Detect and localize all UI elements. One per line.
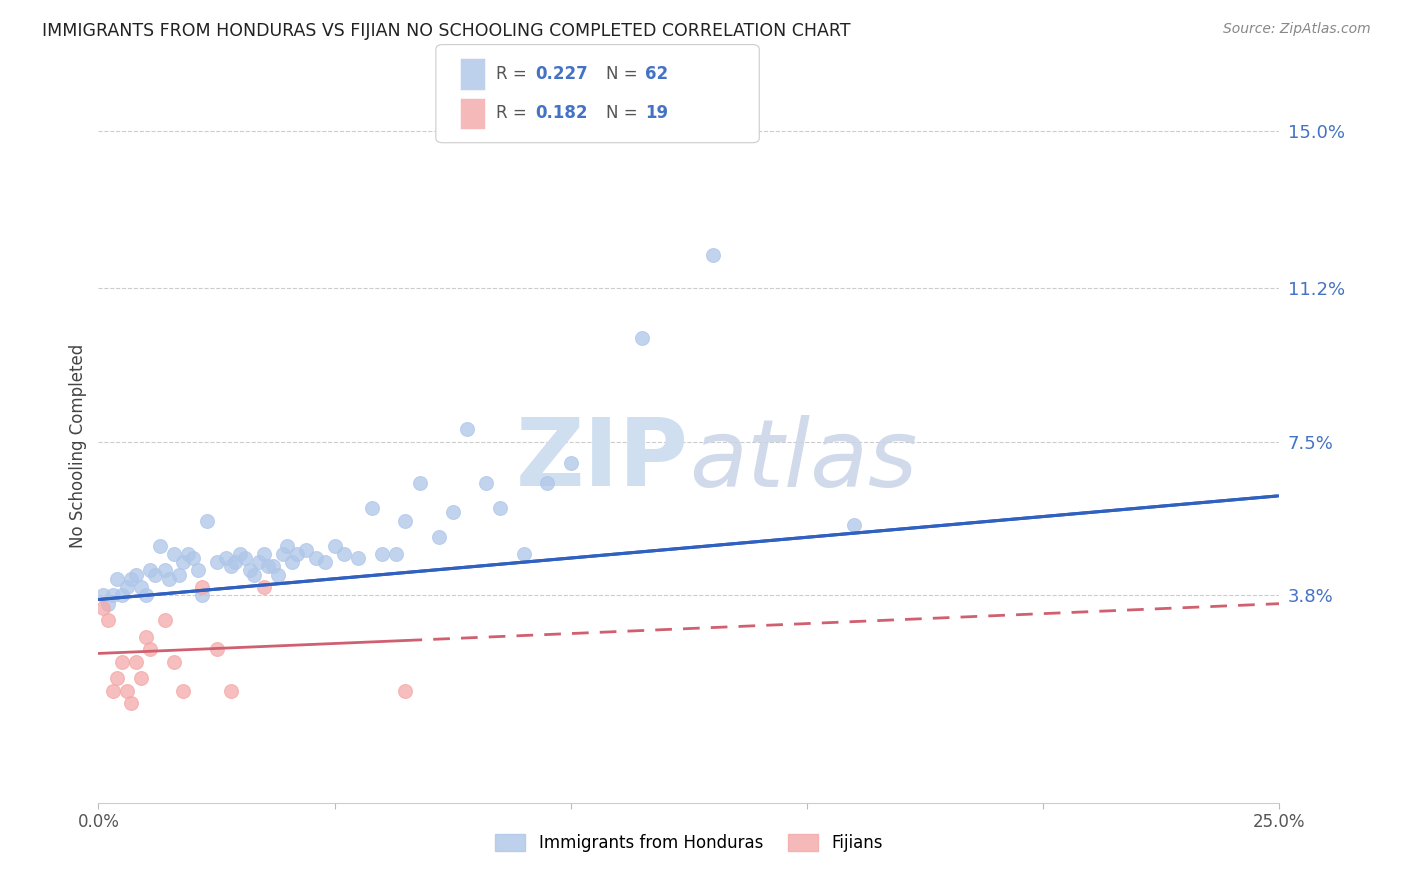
Point <box>441 505 464 519</box>
Point <box>475 476 498 491</box>
Point <box>139 642 162 657</box>
Text: 0.182: 0.182 <box>536 104 588 122</box>
Point <box>195 514 218 528</box>
Point <box>91 588 114 602</box>
Point <box>347 551 370 566</box>
Point <box>371 547 394 561</box>
Point <box>157 572 180 586</box>
Text: 19: 19 <box>645 104 668 122</box>
Text: N =: N = <box>606 65 643 83</box>
Point <box>101 588 124 602</box>
Point <box>281 555 304 569</box>
Point <box>224 555 246 569</box>
Text: ZIP: ZIP <box>516 414 689 507</box>
Point <box>149 539 172 553</box>
Point <box>239 564 262 578</box>
Y-axis label: No Schooling Completed: No Schooling Completed <box>69 344 87 548</box>
Point <box>219 559 242 574</box>
Point <box>276 539 298 553</box>
Point <box>233 551 256 566</box>
Point <box>115 580 138 594</box>
Point <box>394 514 416 528</box>
Point <box>115 683 138 698</box>
Point <box>295 542 318 557</box>
Point <box>262 559 284 574</box>
Point <box>323 539 346 553</box>
Point <box>361 501 384 516</box>
Point <box>243 567 266 582</box>
Text: Source: ZipAtlas.com: Source: ZipAtlas.com <box>1223 22 1371 37</box>
Point <box>139 564 162 578</box>
Point <box>285 547 308 561</box>
Point <box>305 551 328 566</box>
Text: 0.227: 0.227 <box>536 65 589 83</box>
Point <box>91 600 114 615</box>
Point <box>333 547 356 561</box>
Point <box>121 572 143 586</box>
Point <box>153 613 176 627</box>
Point <box>702 248 724 262</box>
Point <box>105 671 128 685</box>
Point <box>536 476 558 491</box>
Point <box>191 580 214 594</box>
Text: R =: R = <box>496 104 533 122</box>
Point <box>111 655 134 669</box>
Point <box>111 588 134 602</box>
Point <box>489 501 512 516</box>
Point <box>247 555 270 569</box>
Point <box>512 547 534 561</box>
Point <box>135 588 157 602</box>
Point <box>163 547 186 561</box>
Point <box>560 456 582 470</box>
Point <box>205 642 228 657</box>
Point <box>630 331 652 345</box>
Point <box>394 683 416 698</box>
Point <box>129 671 152 685</box>
Point <box>177 547 200 561</box>
Point <box>97 597 120 611</box>
Point <box>253 580 276 594</box>
Point <box>187 564 209 578</box>
Text: atlas: atlas <box>689 415 917 506</box>
Point <box>129 580 152 594</box>
Point <box>143 567 166 582</box>
Point <box>125 567 148 582</box>
Point <box>271 547 294 561</box>
Point <box>97 613 120 627</box>
Point <box>229 547 252 561</box>
Point <box>172 555 194 569</box>
Point <box>215 551 238 566</box>
Point <box>844 517 866 532</box>
Point <box>181 551 204 566</box>
Point <box>205 555 228 569</box>
Legend: Immigrants from Honduras, Fijians: Immigrants from Honduras, Fijians <box>488 827 890 859</box>
Point <box>385 547 408 561</box>
Point <box>167 567 190 582</box>
Point <box>314 555 336 569</box>
Text: 62: 62 <box>645 65 668 83</box>
Point <box>135 630 157 644</box>
Text: R =: R = <box>496 65 533 83</box>
Point <box>267 567 290 582</box>
Point <box>427 530 450 544</box>
Point <box>191 588 214 602</box>
Text: IMMIGRANTS FROM HONDURAS VS FIJIAN NO SCHOOLING COMPLETED CORRELATION CHART: IMMIGRANTS FROM HONDURAS VS FIJIAN NO SC… <box>42 22 851 40</box>
Point <box>121 696 143 710</box>
Point <box>153 564 176 578</box>
Point <box>408 476 430 491</box>
Point <box>219 683 242 698</box>
Point <box>172 683 194 698</box>
Point <box>163 655 186 669</box>
Point <box>253 547 276 561</box>
Point <box>456 422 478 436</box>
Text: N =: N = <box>606 104 643 122</box>
Point <box>101 683 124 698</box>
Point <box>257 559 280 574</box>
Point <box>105 572 128 586</box>
Point <box>125 655 148 669</box>
